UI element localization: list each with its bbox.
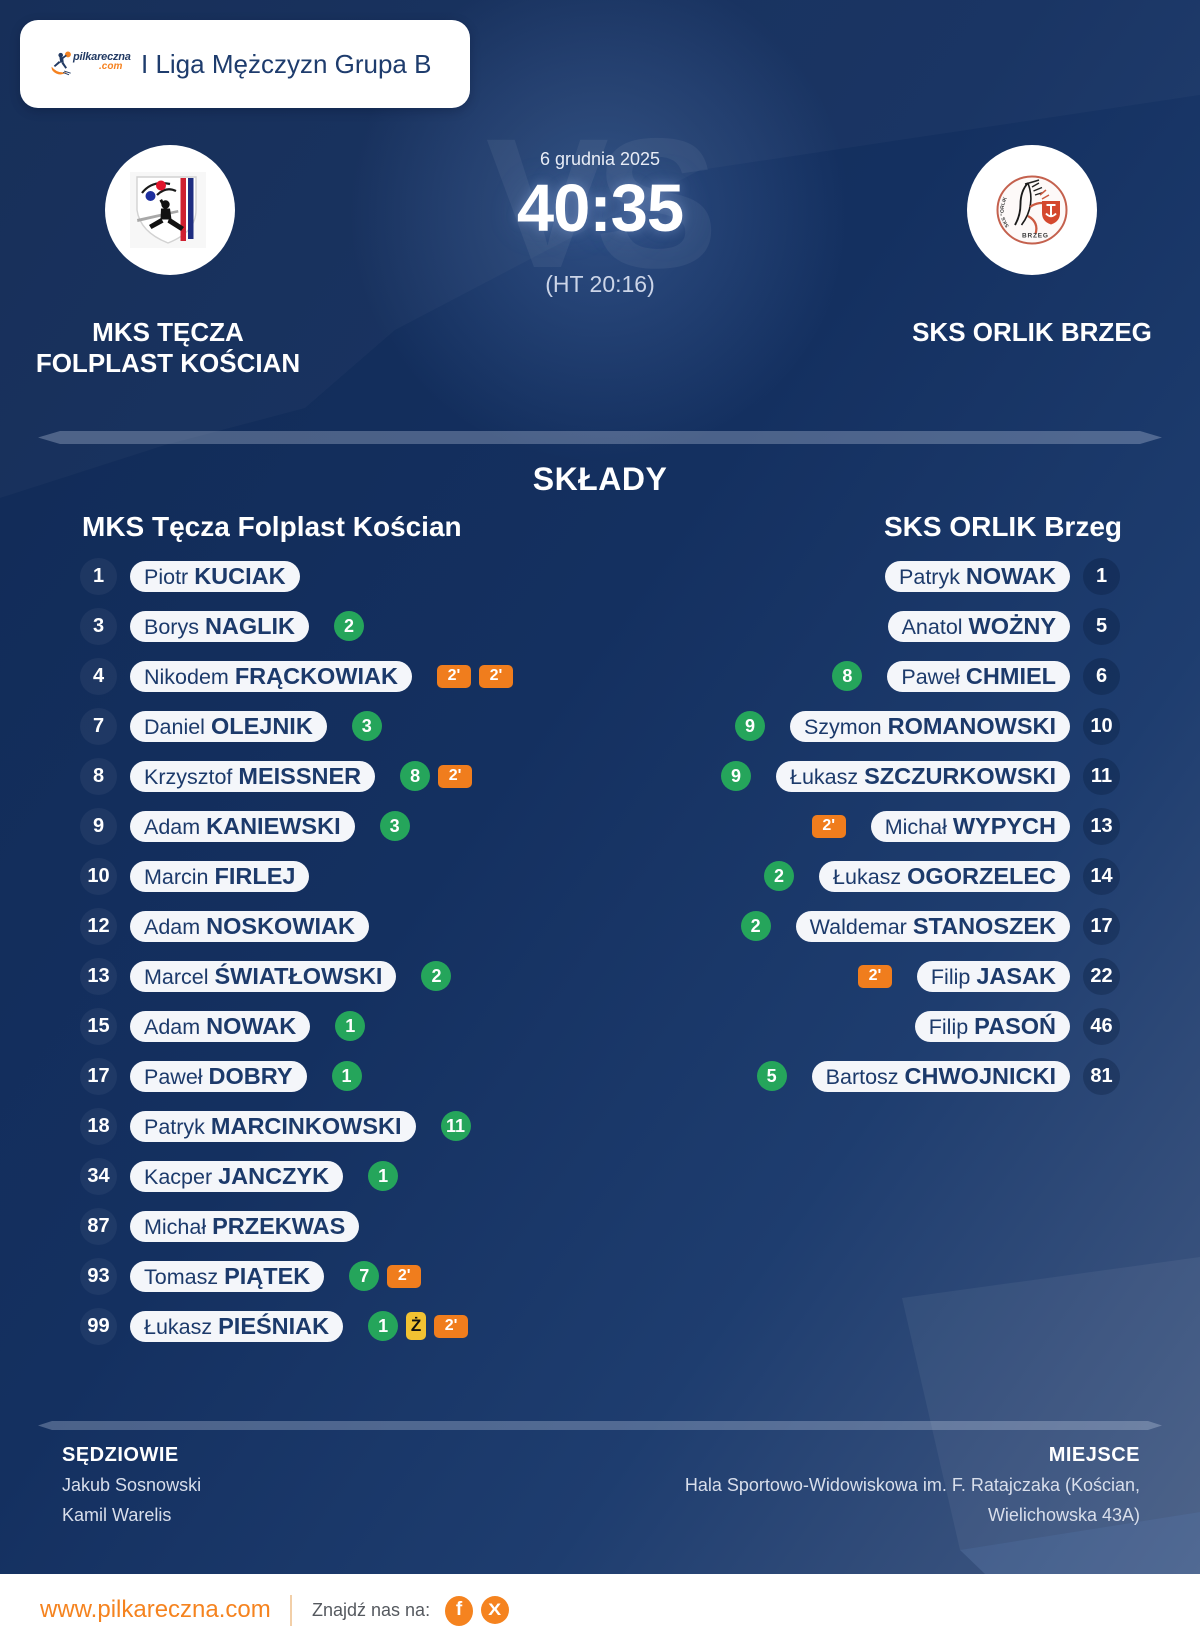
svg-text:BRZEG: BRZEG [1022, 233, 1049, 240]
